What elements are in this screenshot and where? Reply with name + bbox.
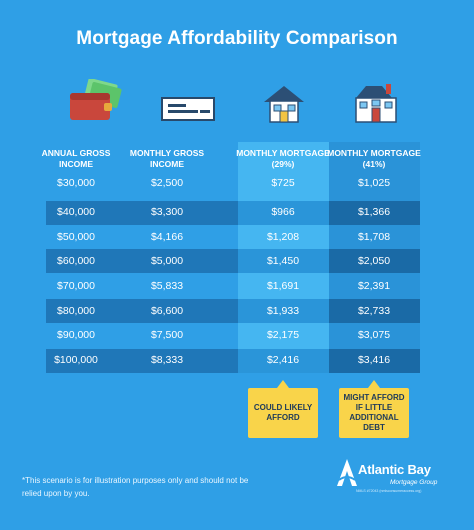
small-house-icon bbox=[264, 86, 304, 123]
mortgage-41-cell: $1,708 bbox=[357, 231, 391, 243]
header-monthly-income: MONTHLY GROSS INCOME bbox=[129, 148, 205, 169]
mortgage-29-cell: $1,691 bbox=[266, 280, 300, 292]
check-icon bbox=[161, 97, 215, 121]
callout-might-afford: MIGHT AFFORD IF LITTLE ADDITIONAL DEBT bbox=[339, 380, 409, 438]
mortgage-29-cell: $1,933 bbox=[266, 305, 300, 317]
monthly-income-cell: $8,333 bbox=[150, 354, 184, 366]
monthly-income-cell: $7,500 bbox=[150, 329, 184, 341]
mortgage-41-cell: $3,416 bbox=[357, 354, 391, 366]
mortgage-29-cell: $2,416 bbox=[266, 354, 300, 366]
monthly-income-cell: $5,000 bbox=[150, 255, 184, 267]
atlantic-bay-logo-icon bbox=[337, 459, 357, 486]
table-row-band bbox=[46, 201, 420, 225]
mortgage-29-cell: $1,450 bbox=[266, 255, 300, 267]
footnote: *This scenario is for illustration purpo… bbox=[22, 476, 249, 498]
monthly-income-cell: $5,833 bbox=[150, 280, 184, 292]
monthly-income-cell: $6,600 bbox=[150, 305, 184, 317]
annual-income-cell: $80,000 bbox=[57, 305, 95, 317]
mortgage-41-cell: $2,391 bbox=[357, 280, 391, 292]
mortgage-41-cell: $2,733 bbox=[357, 305, 391, 317]
mortgage-41-cell: $3,075 bbox=[357, 329, 391, 341]
brand-logo: Atlantic Bay Mortgage Group NMLS #72043 … bbox=[336, 458, 456, 498]
header-annual-income: ANNUAL GROSS INCOME bbox=[41, 148, 111, 169]
table-row-band bbox=[46, 349, 420, 373]
header-mortgage-29: MONTHLY MORTGAGE (29%) bbox=[236, 148, 330, 169]
annual-income-cell: $50,000 bbox=[57, 231, 95, 243]
monthly-income-cell: $4,166 bbox=[150, 231, 184, 243]
mortgage-29-cell: $2,175 bbox=[266, 329, 300, 341]
annual-income-cell: $100,000 bbox=[54, 354, 98, 366]
table-row-band bbox=[46, 249, 420, 273]
mortgage-41-cell: $1,025 bbox=[357, 177, 391, 189]
header-mortgage-41: MONTHLY MORTGAGE (41%) bbox=[327, 148, 421, 169]
annual-income-cell: $30,000 bbox=[57, 177, 95, 189]
mortgage-29-cell: $1,208 bbox=[266, 231, 300, 243]
monthly-income-cell: $3,300 bbox=[150, 206, 184, 218]
callout-could-afford: COULD LIKELY AFFORD bbox=[248, 380, 318, 438]
monthly-income-cell: $2,500 bbox=[150, 177, 184, 189]
large-house-icon bbox=[355, 84, 397, 123]
brand-subtitle: Mortgage Group bbox=[390, 479, 438, 486]
mortgage-29-cell: $966 bbox=[271, 206, 295, 218]
mortgage-41-cell: $2,050 bbox=[357, 255, 391, 267]
annual-income-cell: $90,000 bbox=[57, 329, 95, 341]
money-icon bbox=[70, 79, 122, 120]
annual-income-cell: $40,000 bbox=[57, 206, 95, 218]
page-title: Mortgage Affordability Comparison bbox=[76, 28, 398, 49]
mortgage-41-cell: $1,366 bbox=[357, 206, 391, 218]
table-row-band bbox=[46, 299, 420, 323]
annual-income-cell: $70,000 bbox=[57, 280, 95, 292]
mortgage-29-cell: $725 bbox=[271, 177, 295, 189]
annual-income-cell: $60,000 bbox=[57, 255, 95, 267]
brand-fine-print: NMLS #72043 (nmlsconsumeraccess.org) bbox=[356, 489, 422, 493]
brand-name: Atlantic Bay bbox=[358, 462, 431, 477]
